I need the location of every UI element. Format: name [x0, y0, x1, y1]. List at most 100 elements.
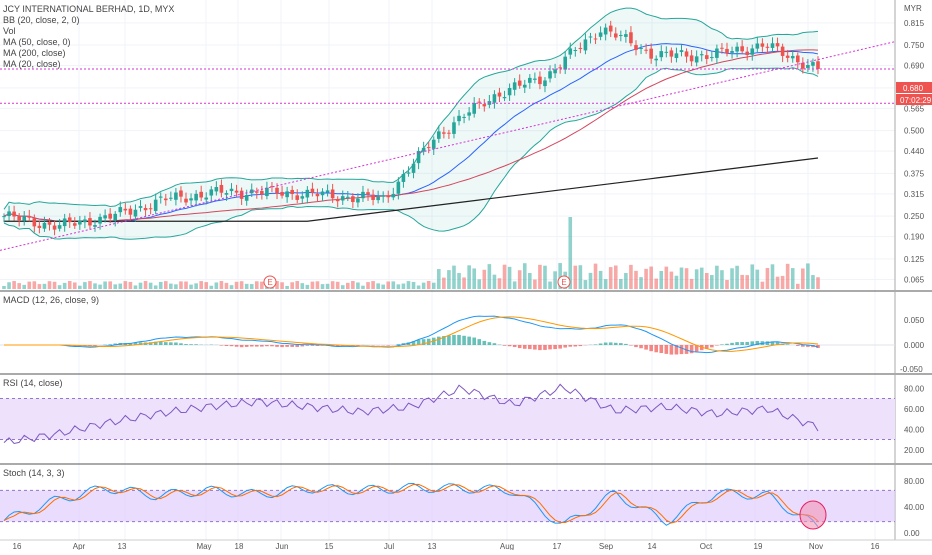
candle-body — [447, 133, 451, 134]
rsi-tick: 20.00 — [904, 446, 925, 455]
candle-body — [402, 174, 406, 182]
candle-body — [83, 219, 87, 222]
time-tick-label[interactable]: 18 — [235, 542, 244, 550]
time-tick-label[interactable]: May — [196, 542, 211, 550]
candle-body — [38, 226, 42, 228]
candle-body — [356, 199, 360, 203]
macd-histogram-bar — [533, 345, 537, 350]
candle-body — [235, 191, 239, 193]
volume-bar — [806, 263, 810, 289]
candle-body — [225, 193, 229, 195]
macd-histogram-bar — [720, 344, 724, 345]
earnings-marker[interactable]: E — [264, 276, 276, 288]
macd-histogram-bar — [108, 344, 112, 345]
macd-histogram-bar — [725, 344, 729, 345]
volume-bar — [17, 283, 21, 289]
time-tick-label[interactable]: 16 — [871, 542, 880, 550]
price-tick-label: 0.750 — [904, 41, 925, 50]
volume-bar — [680, 268, 684, 289]
volume-bar — [811, 275, 815, 289]
price-tick-label: 0.315 — [904, 190, 925, 199]
volume-bar — [659, 271, 663, 289]
time-tick-label[interactable]: Sep — [599, 542, 614, 550]
candle-body — [665, 52, 669, 53]
time-tick-label[interactable]: 19 — [754, 542, 763, 550]
volume-bar — [599, 271, 603, 289]
volume-bar — [407, 281, 411, 289]
candle-body — [523, 85, 527, 88]
candle-body — [548, 71, 552, 78]
time-tick-label[interactable]: Jul — [384, 542, 394, 550]
volume-bar — [144, 281, 148, 289]
candle-body — [164, 199, 168, 201]
volume-bar — [462, 277, 466, 289]
stoch-band — [0, 490, 895, 521]
volume-bar — [209, 286, 213, 289]
volume-bar — [43, 284, 47, 289]
macd-histogram-bar — [624, 344, 628, 345]
volume-bar — [12, 281, 16, 289]
macd-histogram-bar — [574, 345, 578, 346]
candle-body — [118, 207, 122, 212]
macd-histogram-bar — [528, 345, 532, 349]
candle-body — [675, 53, 679, 58]
macd-histogram-bar — [488, 342, 492, 345]
candle-body — [331, 189, 335, 198]
price-axis-currency: MYR — [904, 4, 922, 13]
volume-bar — [392, 281, 396, 289]
candle-body — [68, 217, 72, 222]
candle-body — [457, 116, 461, 121]
stoch-pane — [0, 484, 895, 527]
macd-tick: 0.000 — [904, 341, 925, 350]
volume-bar — [139, 283, 143, 289]
candle-body — [149, 208, 153, 209]
volume-bar — [548, 282, 552, 289]
volume-bar — [766, 268, 770, 289]
volume-bar — [543, 266, 547, 289]
candle-body — [619, 35, 623, 36]
candle-body — [574, 50, 578, 51]
macd-histogram-bar — [710, 345, 714, 347]
volume-bar — [417, 285, 421, 289]
time-tick-label[interactable]: 13 — [118, 542, 127, 550]
volume-bar — [513, 281, 517, 289]
candle-body — [124, 209, 128, 211]
volume-bar — [639, 277, 643, 289]
candle-body — [7, 211, 11, 216]
earnings-marker[interactable]: E — [558, 276, 570, 288]
macd-histogram-bar — [730, 343, 734, 345]
time-tick-label[interactable]: Nov — [809, 542, 823, 550]
time-axis-ticks[interactable]: 16 Apr 13 May 18 Jun 15 Jul 13 Aug 17 Sep 14 Oct 19 Nov… — [13, 542, 880, 550]
macd-histogram-bar — [194, 344, 198, 345]
stoch-highlight-annotation[interactable] — [800, 501, 826, 529]
time-tick-label[interactable]: 16 — [13, 542, 22, 550]
macd-histogram-bar — [518, 345, 522, 348]
time-tick-label[interactable]: 15 — [325, 542, 334, 550]
candle-body — [639, 48, 643, 49]
volume-bar — [290, 282, 294, 289]
volume-bar — [73, 282, 77, 289]
macd-histogram-bar — [786, 344, 790, 345]
macd-histogram-bar — [462, 336, 466, 345]
time-tick-label[interactable]: Jun — [276, 542, 289, 550]
macd-histogram-bar — [735, 342, 739, 345]
macd-histogram-bar — [750, 341, 754, 345]
time-tick-label[interactable]: Apr — [73, 542, 86, 550]
candle-body — [771, 43, 775, 48]
time-tick-label[interactable]: Aug — [500, 542, 514, 550]
macd-histogram-bar — [680, 345, 684, 354]
candle-body — [285, 191, 289, 197]
volume-bar — [361, 286, 365, 289]
time-tick-label[interactable]: 14 — [648, 542, 657, 550]
candle-body — [513, 82, 517, 89]
macd-histogram-bar — [659, 345, 663, 353]
volume-bar — [518, 270, 522, 289]
candle-body — [756, 44, 760, 49]
volume-bar — [2, 286, 6, 289]
time-tick-label[interactable]: Oct — [700, 542, 713, 550]
time-tick-label[interactable]: 13 — [428, 542, 437, 550]
time-tick-label[interactable]: 17 — [553, 542, 562, 550]
candle-body — [381, 195, 385, 196]
volume-bar — [750, 264, 754, 289]
